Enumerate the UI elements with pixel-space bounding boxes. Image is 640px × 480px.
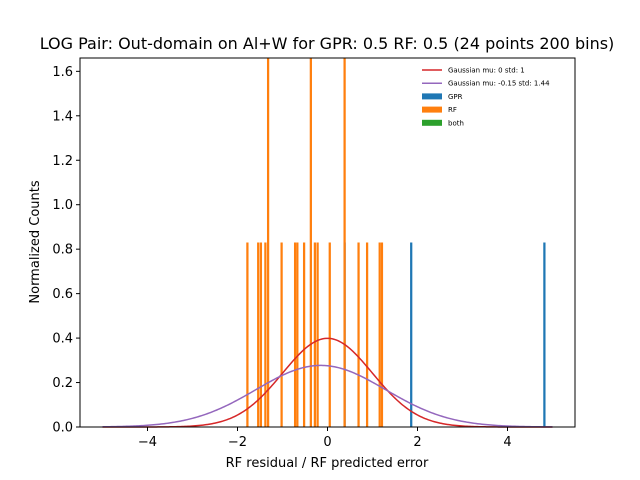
bar-rf-8 bbox=[302, 242, 306, 427]
bar-rf-4 bbox=[266, 58, 270, 427]
bar-rf-7 bbox=[296, 242, 299, 427]
x-tick-label-1: −2 bbox=[228, 435, 247, 450]
x-tick-label-2: 0 bbox=[323, 435, 331, 450]
legend-swatch-3 bbox=[422, 106, 442, 113]
axes-frame bbox=[79, 57, 576, 428]
legend-label-2: GPR bbox=[448, 93, 463, 101]
bar-rf-9 bbox=[309, 58, 312, 427]
legend-swatch-4 bbox=[422, 119, 442, 126]
bar-rf-6 bbox=[293, 242, 297, 427]
legend: Gaussian mu: 0 std: 1 Gaussian mu: -0.15 … bbox=[422, 67, 550, 127]
bar-rf-10 bbox=[313, 242, 317, 427]
bar-rf-0 bbox=[246, 242, 249, 427]
bar-rf-15 bbox=[365, 242, 369, 427]
x-tick-label-4: 4 bbox=[503, 435, 511, 450]
bar-rf-16 bbox=[378, 242, 381, 427]
legend-label-1: Gaussian mu: -0.15 std: 1.44 bbox=[448, 80, 550, 88]
x-axis-label: RF residual / RF predicted error bbox=[226, 456, 429, 471]
y-tick-label-2: 0.4 bbox=[52, 332, 73, 347]
gaussian-curve-1 bbox=[102, 364, 553, 428]
bar-rf-3 bbox=[264, 242, 267, 427]
y-tick-label-8: 1.6 bbox=[52, 65, 73, 80]
bar-rf-2 bbox=[259, 242, 263, 427]
bar-rf-17 bbox=[380, 242, 384, 427]
y-tick-label-5: 1.0 bbox=[52, 198, 73, 213]
legend-label-3: RF bbox=[448, 106, 457, 114]
bar-rf-14 bbox=[357, 242, 360, 427]
y-tick-label-6: 1.2 bbox=[52, 154, 73, 169]
y-axis-label: Normalized Counts bbox=[28, 180, 43, 303]
bar-rf-1 bbox=[257, 242, 260, 427]
y-tick-label-3: 0.6 bbox=[52, 287, 73, 302]
y-tick-label-7: 1.4 bbox=[52, 109, 73, 124]
legend-label-4: both bbox=[448, 119, 464, 127]
y-tick-label-0: 0.0 bbox=[52, 421, 73, 436]
bar-rf-13 bbox=[343, 58, 346, 427]
x-tick-label-3: 2 bbox=[413, 435, 421, 450]
legend-label-0: Gaussian mu: 0 std: 1 bbox=[448, 67, 525, 75]
gaussian-curve-0 bbox=[102, 337, 553, 428]
y-tick-label-1: 0.2 bbox=[52, 376, 73, 391]
y-tick-label-4: 0.8 bbox=[52, 243, 73, 258]
bar-rf-11 bbox=[316, 242, 319, 427]
bar-gpr-2 bbox=[543, 242, 546, 427]
bar-rf-12 bbox=[328, 242, 331, 427]
x-tick-label-0: −4 bbox=[138, 435, 157, 450]
bar-gpr-1 bbox=[410, 242, 413, 427]
legend-swatch-2 bbox=[422, 93, 442, 100]
bar-rf-5 bbox=[280, 242, 283, 427]
plot-area: −4 −2 0 2 4 0.0 0.2 0.4 0.6 0.8 1.0 1.2 1.4 1.6 bbox=[52, 57, 576, 450]
chart-title: LOG Pair: Out-domain on Al+W for GPR: 0.… bbox=[40, 34, 615, 53]
